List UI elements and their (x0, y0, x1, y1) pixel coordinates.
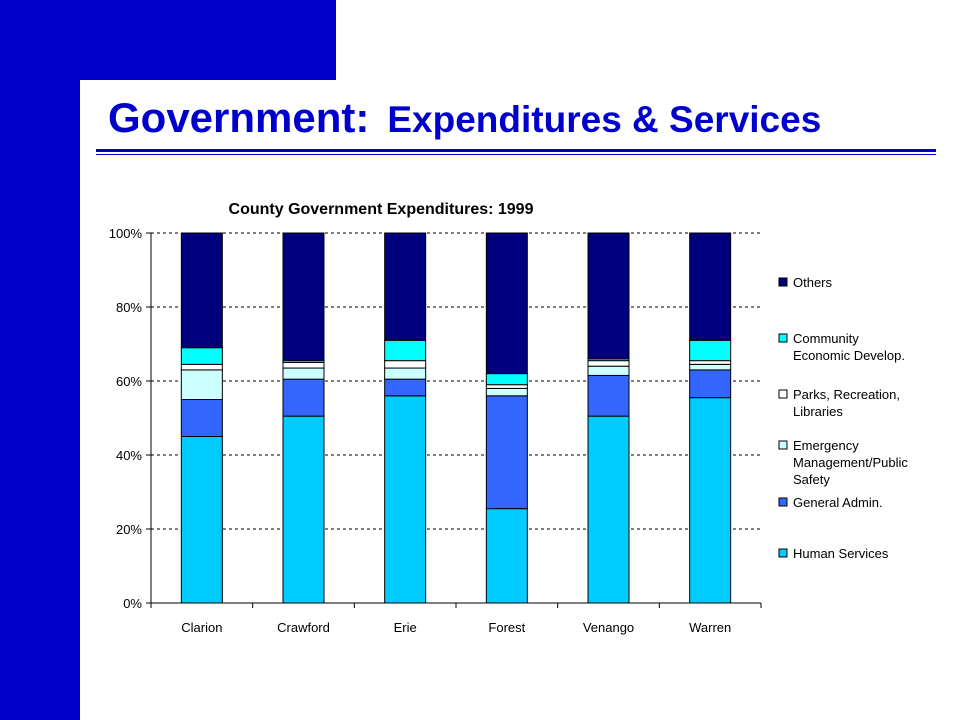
x-tick-label: Crawford (277, 620, 330, 635)
bar-segment (282, 232, 325, 362)
legend-swatch (778, 497, 788, 507)
legend-swatch (778, 277, 788, 287)
bar-segment (384, 232, 427, 341)
legend-label: Others (793, 275, 833, 290)
bar-segment (180, 232, 223, 349)
title-rule-thin (96, 154, 936, 155)
bar-segment (282, 378, 325, 417)
title-rule (96, 149, 936, 152)
y-tick-label: 0% (123, 596, 142, 611)
bar-segment (282, 415, 325, 604)
bar-segment (587, 232, 630, 360)
legend-swatch (778, 333, 788, 343)
x-tick-label: Forest (488, 620, 525, 635)
bar-segment (689, 369, 732, 399)
bar-segment (689, 339, 732, 362)
x-tick-label: Erie (394, 620, 417, 635)
bar-segment (180, 347, 223, 365)
legend-swatch (778, 548, 788, 558)
bar-segment (384, 378, 427, 397)
bar-segment (485, 508, 528, 604)
frame-top-bar (0, 0, 336, 80)
frame-left-bar (0, 0, 80, 720)
bar-segment (587, 374, 630, 417)
bar-segment (485, 384, 528, 389)
bar-segment (282, 367, 325, 380)
bar-segment (689, 232, 732, 341)
y-tick-label: 60% (116, 374, 142, 389)
x-tick-label: Warren (689, 620, 731, 635)
x-tick-label: Clarion (181, 620, 222, 635)
bar-segment (485, 232, 528, 375)
bar-segment (180, 436, 223, 604)
legend-label: Parks, Recreation, Libraries (793, 387, 900, 419)
bar-segment (587, 360, 630, 367)
bar-segment (384, 360, 427, 369)
y-tick-label: 100% (109, 226, 143, 241)
bar-segment (587, 365, 630, 376)
bar-segment (180, 399, 223, 437)
bar-segment (384, 395, 427, 604)
bar-segment (485, 387, 528, 397)
bar-segment (180, 369, 223, 400)
stacked-bar-chart: County Government Expenditures: 1999 0% 20… (109, 201, 909, 635)
y-tick-label: 40% (116, 448, 142, 463)
bar-segment (587, 415, 630, 604)
bar-segment (485, 373, 528, 386)
legend-swatch (778, 440, 788, 450)
slide-title-sub: Expenditures & Services (387, 99, 822, 140)
chart-title: County Government Expenditures: 1999 (229, 201, 534, 218)
legend-label: General Admin. (793, 495, 883, 510)
slide-title-main: Government: (108, 94, 370, 141)
bar-segment (282, 362, 325, 369)
y-tick-label: 80% (116, 300, 142, 315)
slide-title: Government: Expenditures & Services (108, 94, 821, 142)
legend-label: Emergency Management/Public Safety (793, 438, 908, 487)
frame-corner (80, 80, 160, 160)
x-tick-label: Venango (583, 620, 634, 635)
y-tick-label: 20% (116, 522, 142, 537)
bar-segment (689, 397, 732, 604)
legend-label: Community Economic Develop. (793, 331, 905, 363)
bar-segment (384, 367, 427, 380)
bar-segment (485, 395, 528, 510)
legend-swatch (778, 389, 788, 399)
legend-label: Human Services (793, 546, 889, 561)
bar-segment (384, 339, 427, 362)
bar-segment (689, 360, 732, 365)
bar-segment (180, 363, 223, 371)
bar-segment (689, 363, 732, 371)
